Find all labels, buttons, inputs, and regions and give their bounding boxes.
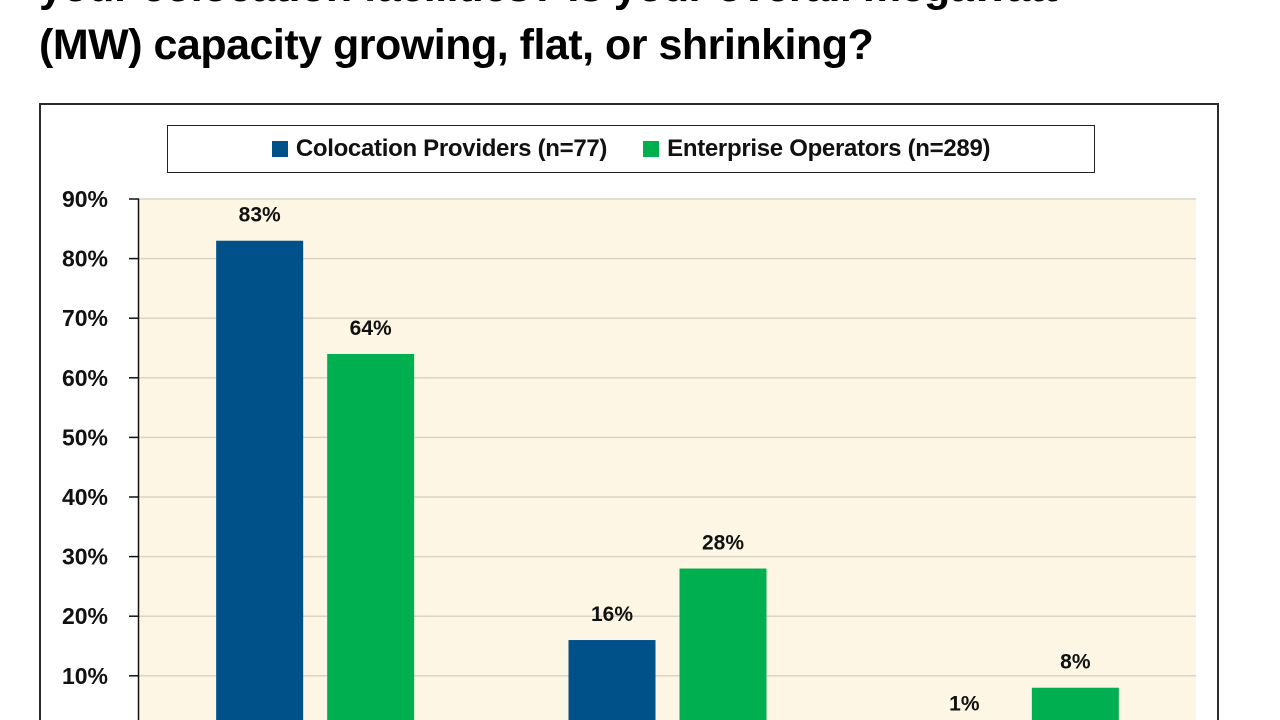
plot-area (139, 199, 1196, 720)
gridlines (139, 198, 1196, 677)
y-tick-label: 70% (62, 305, 108, 331)
legend-swatch-colocation (271, 141, 288, 157)
bar-enterprise-growing (327, 353, 415, 720)
chart-title-line-1: your colocation facilities? Is your over… (39, 0, 1058, 16)
data-label: 8% (1060, 651, 1091, 674)
y-tick-label: 30% (62, 544, 108, 570)
legend-label-enterprise: Enterprise Operators (n=289) (667, 135, 991, 162)
y-tick-label: 10% (62, 663, 108, 689)
data-label: 1% (949, 692, 980, 715)
chart-title: your colocation facilities? Is your over… (39, 0, 1058, 74)
bars (216, 240, 1119, 720)
legend-item-colocation[interactable]: Colocation Providers (n=77) (271, 135, 608, 163)
data-labels: 83% 64% 16% 28% 1% 8% (239, 204, 1091, 716)
bar-enterprise-flat (679, 568, 767, 720)
legend: Colocation Providers (n=77) Enterprise O… (167, 125, 1095, 173)
bar-colocation-flat (568, 640, 656, 720)
legend-label-colocation: Colocation Providers (n=77) (295, 135, 608, 162)
legend-swatch-enterprise (643, 141, 660, 157)
y-tick-label: 20% (62, 603, 108, 629)
data-label: 83% (239, 204, 281, 227)
data-label: 28% (702, 532, 744, 555)
y-tick-label: 50% (62, 424, 108, 450)
legend-item-enterprise[interactable]: Enterprise Operators (n=289) (643, 135, 990, 163)
y-tick-label: 90% (62, 186, 108, 212)
bar-colocation-growing (216, 240, 304, 720)
data-label: 64% (350, 317, 392, 340)
bar-enterprise-shrinking (1031, 687, 1119, 720)
y-axis: 10% 20% 30% 40% 50% 60% 70% 80% 90% (62, 186, 140, 720)
chart-title-line-2: (MW) capacity growing, flat, or shrinkin… (39, 21, 874, 69)
y-tick-label: 60% (62, 365, 108, 391)
data-label: 16% (591, 603, 633, 626)
y-tick-label: 80% (62, 246, 108, 272)
y-tick-label: 40% (62, 484, 108, 510)
